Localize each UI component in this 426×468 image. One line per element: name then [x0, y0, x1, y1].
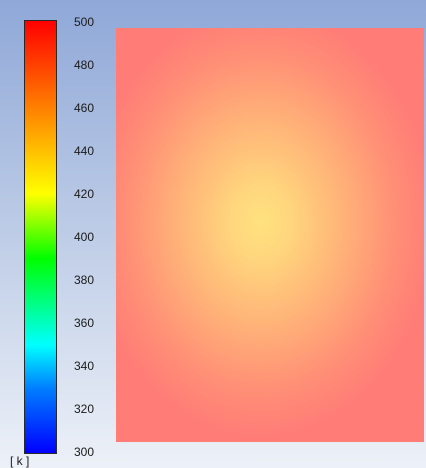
- scale-tick-label: 480: [74, 58, 95, 72]
- scale-tick-label: 460: [74, 101, 95, 115]
- scale-tick-label: 500: [74, 15, 95, 29]
- scale-tick-label: 420: [74, 187, 95, 201]
- scale-tick-label: 400: [74, 230, 95, 244]
- scale-tick-label: 300: [74, 445, 95, 459]
- scale-tick-label: 380: [74, 273, 95, 287]
- temperature-contour-plot[interactable]: [116, 28, 424, 442]
- scale-tick-label: 320: [74, 402, 95, 416]
- unit-label: [ k ]: [10, 454, 30, 468]
- scale-tick-label: 340: [74, 359, 95, 373]
- scale-tick-label: 360: [74, 316, 95, 330]
- color-scale-bar: [24, 20, 57, 454]
- scale-tick-label: 440: [74, 144, 95, 158]
